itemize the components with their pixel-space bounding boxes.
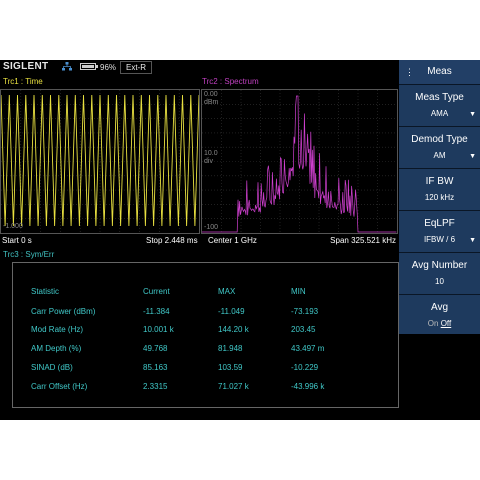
dropdown-arrow-icon: ▼ [469,111,476,118]
battery-percent: 96% [100,63,117,72]
demod-type-label: Demod Type [411,134,468,145]
stat-current: 49.768 [143,344,168,353]
statistics-table: Statistic Current MAX MIN Carr Power (dB… [12,262,399,408]
table-row: SINAD (dB) 85.163 103.59 -10.229 [13,363,398,375]
if-bw-button[interactable]: IF BW 120 kHz [399,168,480,209]
battery-tip [96,65,98,68]
avg-toggle-button[interactable]: Avg On Off [399,294,480,335]
meas-type-button[interactable]: Meas Type AMA ▼ [399,84,480,125]
stat-max: 71.027 k [218,382,249,391]
trace3-label[interactable]: Trc3 : Sym/Err [3,250,55,259]
stat-name: Mod Rate (Hz) [31,325,84,334]
header-statistic: Statistic [31,287,60,296]
avg-label: Avg [430,302,449,313]
table-row: Mod Rate (Hz) 10.001 k 144.20 k 203.45 [13,325,398,337]
brand-logo: SIGLENT [3,61,49,72]
scale-bottom: -100 [204,224,219,231]
stat-current: 10.001 k [143,325,174,334]
analyzer-screen: SIGLENT 96% Ext-R Trc1 : Time Trc2 : Spe… [0,60,480,420]
avg-number-label: Avg Number [411,260,468,271]
battery-icon [80,63,96,70]
scale-div-unit: div [204,158,213,165]
if-bw-label: IF BW [425,176,454,187]
demod-type-button[interactable]: Demod Type AM ▼ [399,126,480,167]
avg-toggle-options: On Off [399,319,480,328]
scale-div-value: 10.0 [204,150,218,157]
scale-top: 0.00 [204,91,218,98]
header-current: Current [143,287,170,296]
trace2-label[interactable]: Trc2 : Spectrum [202,77,259,86]
stat-name: Carr Power (dBm) [31,307,96,316]
demod-type-value: AM [433,151,446,160]
span-frequency: Span 325.521 kHz [330,236,396,245]
if-bw-value: 120 kHz [424,193,455,202]
stat-current: 85.163 [143,363,168,372]
header-min: MIN [291,287,306,296]
avg-number-button[interactable]: Avg Number 10 [399,252,480,293]
table-row: Carr Offset (Hz) 2.3315 71.027 k -43.996… [13,382,398,394]
time-scale-bottom: -1.000 [3,223,23,230]
avg-off-option[interactable]: Off [440,319,452,328]
table-header-row: Statistic Current MAX MIN [13,287,398,299]
stat-name: SINAD (dB) [31,363,73,372]
stat-current: -11.384 [143,307,170,316]
axis-info-bar: Start 0 s Stop 2.448 ms Center 1 GHz Spa… [0,236,398,246]
time-domain-pane[interactable]: -1.000 [0,89,200,234]
menu-title[interactable]: ⋮ Meas [399,60,480,84]
reference-source-badge[interactable]: Ext-R [120,61,152,74]
trace1-label[interactable]: Trc1 : Time [3,77,43,86]
spectrum-pane[interactable]: 0.00 dBm 10.0 div -100 [201,89,398,234]
scale-unit: dBm [204,99,219,106]
status-bar: SIGLENT 96% Ext-R [0,60,398,74]
stat-min: -10.229 [291,363,319,372]
stat-name: Carr Offset (Hz) [31,382,88,391]
spectrum-trace-line [202,95,397,233]
stat-max: 144.20 k [218,325,249,334]
avg-number-value: 10 [435,277,444,286]
stat-min: -43.996 k [291,382,325,391]
network-icon [62,62,72,71]
avg-on-option[interactable]: On [427,319,439,328]
table-row: AM Depth (%) 49.768 81.948 43.497 m [13,344,398,356]
eqlpf-value: IFBW / 6 [423,235,456,244]
stat-name: AM Depth (%) [31,344,82,353]
stat-max: 81.948 [218,344,243,353]
menu-title-label: Meas [427,66,452,77]
table-row: Carr Power (dBm) -11.384 -11.049 -73.193 [13,307,398,319]
stat-min: 203.45 [291,325,316,334]
stop-time: Stop 2.448 ms [146,236,198,245]
stat-current: 2.3315 [143,382,168,391]
dropdown-arrow-icon: ▼ [469,237,476,244]
stat-max: 103.59 [218,363,243,372]
start-time: Start 0 s [2,236,32,245]
center-frequency: Center 1 GHz [208,236,257,245]
stat-min: 43.497 m [291,344,325,353]
more-options-icon[interactable]: ⋮ [405,67,414,77]
time-trace-line [1,94,199,227]
time-trace-graph [1,90,199,233]
stat-max: -11.049 [218,307,245,316]
eqlpf-label: EqLPF [424,218,455,229]
meas-type-label: Meas Type [415,92,464,103]
stat-min: -73.193 [291,307,319,316]
trace-label-bar: Trc1 : Time Trc2 : Spectrum [0,76,398,87]
meas-type-value: AMA [430,109,449,118]
softkey-menu: ⋮ Meas Meas Type AMA ▼ Demod Type AM ▼ I… [399,60,480,334]
header-max: MAX [218,287,236,296]
dropdown-arrow-icon: ▼ [469,153,476,160]
eqlpf-button[interactable]: EqLPF IFBW / 6 ▼ [399,210,480,251]
spectrum-trace-graph [202,90,397,233]
